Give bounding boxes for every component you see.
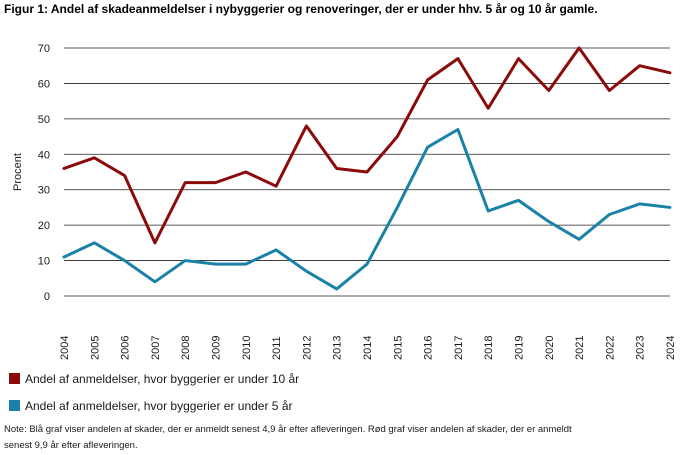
y-tick-label: 70: [38, 43, 50, 55]
series-lines: [62, 46, 672, 291]
x-tick-label: 2008: [180, 336, 192, 360]
x-tick-label: 2011: [271, 336, 283, 360]
legend: Andel af anmeldelser, hvor byggerier er …: [9, 372, 299, 413]
x-tick-label: 2017: [453, 336, 465, 360]
x-tick-label: 2018: [483, 336, 495, 360]
y-tick-label: 40: [38, 149, 50, 161]
x-tick-label: 2020: [544, 336, 556, 360]
x-tick-label: 2004: [59, 336, 71, 360]
x-tick-label: 2024: [665, 336, 677, 360]
x-tick-label: 2021: [574, 336, 586, 360]
y-tick-label: 10: [38, 256, 50, 268]
legend-swatch-under-5: [9, 400, 20, 411]
legend-label-under-10: Andel af anmeldelser, hvor byggerier er …: [25, 372, 299, 386]
y-axis-ticks: 0 10 20 30 40 50 60 70: [38, 43, 50, 303]
y-tick-label: 50: [38, 114, 50, 126]
x-axis-ticks: 2004 2005 2006 2007 2008 2009 2010 2011 2012 2013…: [59, 336, 677, 360]
x-tick-label: 2013: [332, 336, 344, 360]
legend-item-under-5: Andel af anmeldelser, hvor byggerier er …: [9, 399, 293, 413]
x-tick-label: 2007: [150, 336, 162, 360]
legend-swatch-under-10: [9, 373, 20, 384]
x-tick-label: 2014: [362, 336, 374, 360]
y-axis-label: Procent: [12, 153, 24, 191]
x-tick-label: 2009: [211, 336, 223, 360]
x-tick-label: 2010: [241, 336, 253, 360]
y-tick-label: 20: [38, 220, 50, 232]
x-tick-label: 2015: [392, 336, 404, 360]
note-line-2: senest 9,9 år efter afleveringen.: [4, 440, 138, 451]
series-line-1: [62, 127, 672, 291]
note-line-1: Note: Blå graf viser andelen af skader, …: [4, 424, 572, 435]
x-tick-label: 2016: [423, 336, 435, 360]
x-tick-label: 2022: [604, 336, 616, 360]
x-tick-label: 2012: [301, 336, 313, 360]
legend-item-under-10: Andel af anmeldelser, hvor byggerier er …: [9, 372, 299, 386]
y-tick-label: 30: [38, 185, 50, 197]
y-tick-label: 60: [38, 78, 50, 90]
x-tick-label: 2019: [514, 336, 526, 360]
x-tick-label: 2005: [89, 336, 101, 360]
chart-title: Figur 1: Andel af skadeanmeldelser i nyb…: [4, 2, 598, 16]
x-tick-label: 2023: [635, 336, 647, 360]
legend-label-under-5: Andel af anmeldelser, hvor byggerier er …: [25, 399, 293, 413]
x-tick-label: 2006: [120, 336, 132, 360]
series-line-0: [62, 46, 672, 245]
y-tick-label: 0: [44, 291, 50, 303]
